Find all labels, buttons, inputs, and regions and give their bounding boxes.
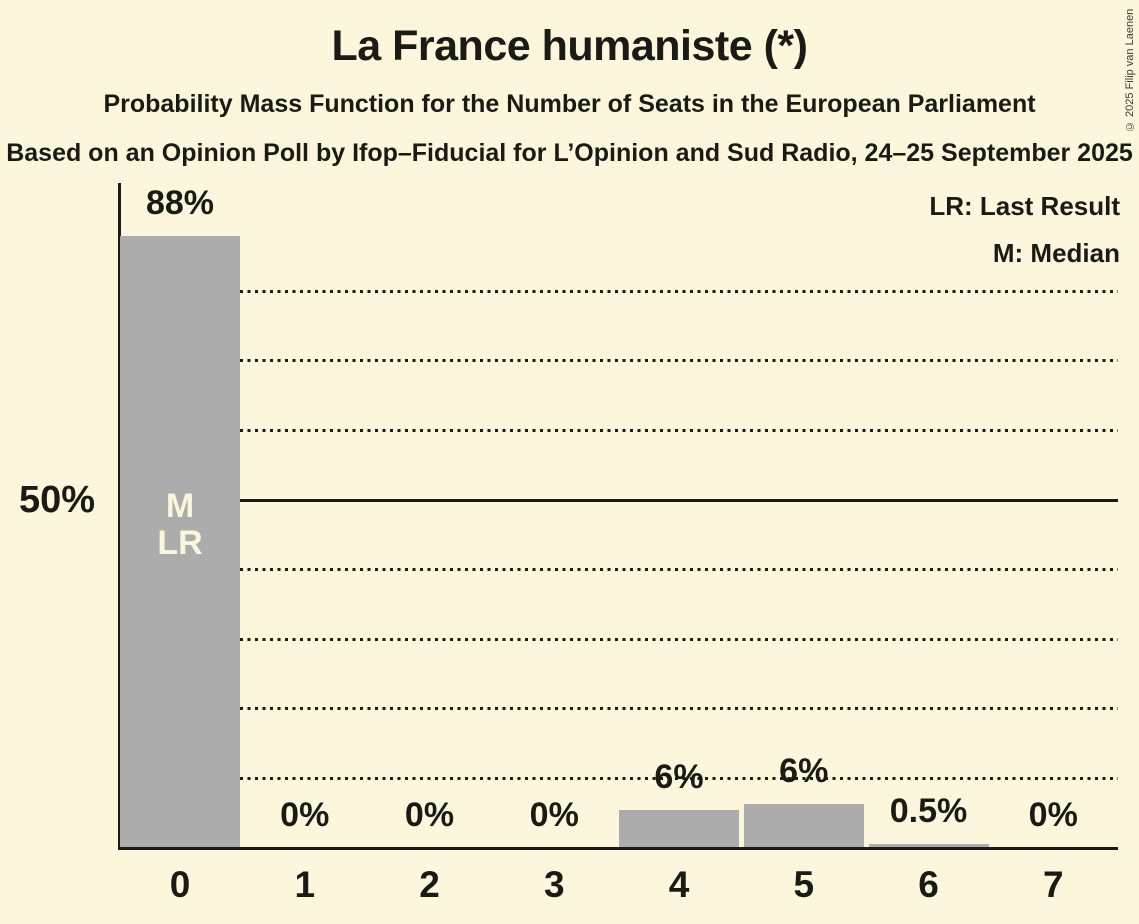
value-label-seats-7: 0% xyxy=(1028,796,1078,834)
legend-median: M: Median xyxy=(992,238,1120,268)
poll-source-line: Based on an Opinion Poll by Ifop–Fiducia… xyxy=(6,139,1133,167)
bar-annotation-median-lastresult: M LR xyxy=(157,486,203,562)
bar-seats-0 xyxy=(120,235,240,849)
value-label-seats-1: 0% xyxy=(280,796,330,834)
gridline-60pct xyxy=(120,428,1118,432)
gridline-10pct xyxy=(120,776,1118,780)
x-tick-label-2: 2 xyxy=(419,864,440,905)
x-tick-label-1: 1 xyxy=(294,864,316,905)
value-label-seats-3: 0% xyxy=(529,796,579,834)
y-axis-line xyxy=(118,183,121,850)
gridline-30pct xyxy=(120,637,1118,641)
x-tick-label-0: 0 xyxy=(169,864,191,905)
chart-title: La France humaniste (*) xyxy=(331,22,808,70)
value-label-seats-2: 0% xyxy=(404,796,455,834)
bar-seats-5 xyxy=(743,804,864,849)
value-label-seats-0: 88% xyxy=(145,183,215,222)
bar-seats-4 xyxy=(619,810,739,849)
bar-seats-6 xyxy=(868,843,989,849)
x-tick-label-7: 7 xyxy=(1042,864,1064,905)
gridline-50pct-solid xyxy=(120,498,1118,502)
value-label-seats-5: 6% xyxy=(779,752,829,791)
y-tick-label-50pct: 50% xyxy=(18,479,95,521)
chart-subtitle: Probability Mass Function for the Number… xyxy=(103,90,1036,118)
x-tick-label-4: 4 xyxy=(668,864,690,905)
x-axis-line xyxy=(118,847,1118,850)
x-tick-label-3: 3 xyxy=(543,864,565,905)
gridline-40pct xyxy=(120,568,1118,572)
value-label-seats-6: 0.5% xyxy=(889,791,968,830)
bar-annotation-line: M xyxy=(165,486,195,525)
legend: LR: Last Result M: Median xyxy=(929,183,1120,277)
gridline-80pct xyxy=(120,289,1118,293)
bar-annotation-line: LR xyxy=(157,523,203,562)
x-tick-label-5: 5 xyxy=(793,864,815,905)
gridline-70pct xyxy=(120,359,1118,363)
x-tick-label-6: 6 xyxy=(918,864,939,905)
legend-last-result: LR: Last Result xyxy=(929,191,1120,221)
value-label-seats-4: 6% xyxy=(654,758,704,797)
gridline-20pct xyxy=(120,707,1118,711)
